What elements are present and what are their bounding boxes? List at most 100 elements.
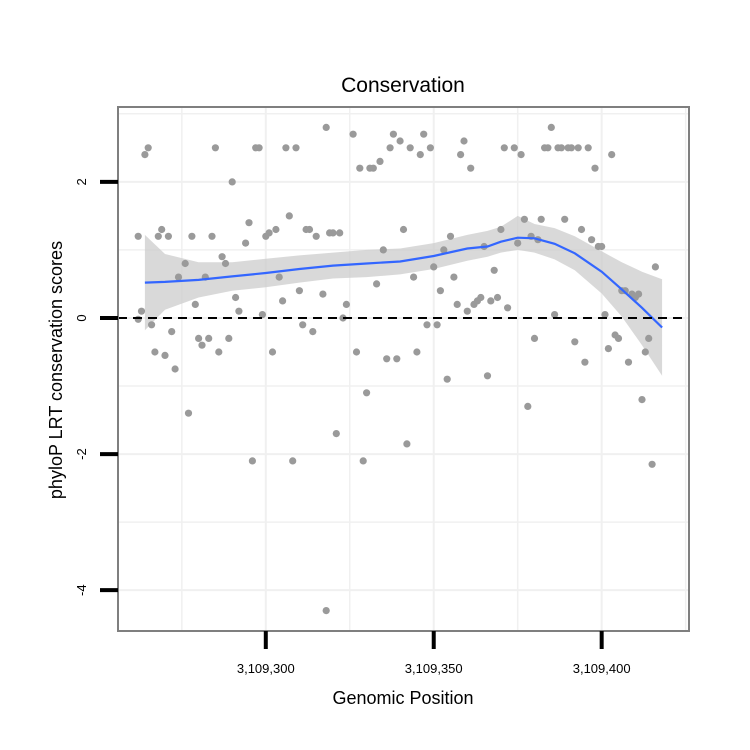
data-point (164, 232, 172, 240)
data-point (295, 287, 303, 295)
data-point (406, 144, 414, 152)
data-point (258, 311, 266, 319)
data-point (151, 348, 159, 356)
data-point (577, 225, 586, 234)
data-point (604, 345, 613, 353)
smoothed-trend-line (144, 236, 663, 329)
data-point (463, 307, 471, 315)
data-point (413, 348, 421, 356)
data-point (614, 334, 623, 342)
data-point (319, 290, 327, 298)
trend-line (144, 236, 663, 329)
data-point (205, 334, 213, 342)
data-point (134, 232, 142, 240)
data-point (218, 253, 226, 261)
data-point (137, 307, 146, 315)
data-point (245, 219, 253, 227)
data-point (426, 144, 434, 152)
data-point (410, 273, 418, 281)
data-point (363, 389, 371, 397)
data-point (299, 321, 307, 329)
data-point (641, 348, 649, 356)
data-point (161, 351, 169, 359)
data-point (279, 297, 287, 305)
data-point (453, 300, 461, 308)
data-point (379, 246, 387, 254)
data-point (621, 287, 629, 295)
data-point (154, 232, 162, 240)
data-point (292, 144, 300, 152)
data-point (174, 273, 183, 281)
data-point (430, 263, 438, 271)
x-tick-label: 3,109,400 (573, 661, 631, 676)
data-point (500, 144, 508, 152)
data-point (420, 130, 428, 138)
x-tick-label: 3,109,300 (237, 661, 295, 676)
data-point (141, 151, 149, 159)
scatter-points (134, 123, 660, 615)
data-point (584, 144, 592, 152)
data-point (524, 402, 532, 410)
data-point (329, 229, 337, 237)
data-point (635, 290, 643, 298)
data-point (386, 144, 394, 152)
plot-panel-border (117, 106, 690, 632)
data-point (383, 355, 391, 363)
data-point (208, 232, 216, 240)
chart-title: Conservation (341, 74, 465, 97)
data-point (601, 311, 609, 319)
data-point (268, 348, 277, 356)
data-point (423, 321, 431, 329)
data-point (648, 460, 656, 468)
data-point (460, 137, 468, 145)
data-point (171, 365, 179, 373)
data-point (248, 457, 256, 465)
data-point (134, 315, 142, 323)
data-point (184, 409, 193, 417)
data-point (403, 440, 411, 448)
x-axis-ticks: 3,109,300 3,109,350 3,109,400 (237, 631, 631, 676)
data-point (195, 334, 203, 342)
data-point (399, 225, 408, 234)
data-point (168, 328, 176, 336)
data-point (228, 178, 236, 186)
y-tick-label: -2 (74, 448, 89, 460)
data-point (504, 304, 512, 312)
data-point (477, 293, 485, 302)
data-point (490, 266, 498, 274)
data-point (376, 157, 384, 165)
data-point (289, 457, 297, 465)
data-point (544, 144, 552, 152)
data-point (312, 232, 320, 240)
data-point (440, 246, 448, 254)
data-point (342, 300, 350, 308)
data-point (561, 215, 569, 223)
data-point (144, 144, 152, 152)
data-point (158, 225, 166, 234)
data-point (305, 225, 314, 234)
data-point (530, 334, 539, 342)
data-point (211, 144, 219, 152)
data-point (359, 457, 367, 465)
data-point (369, 164, 377, 172)
data-point (574, 144, 582, 152)
y-tick-label: 0 (74, 314, 89, 321)
data-point (322, 123, 330, 131)
data-point (332, 430, 340, 438)
data-point (510, 144, 518, 152)
x-axis-title: Genomic Position (332, 688, 473, 708)
data-point (436, 287, 444, 295)
data-point (235, 307, 243, 315)
data-point (608, 151, 616, 159)
data-point (520, 215, 529, 223)
data-point (547, 123, 555, 131)
data-point (517, 151, 525, 159)
data-point (191, 300, 199, 308)
y-axis-title: phyloP LRT conservation scores (46, 241, 66, 499)
data-point (275, 273, 283, 281)
data-point (349, 130, 357, 138)
data-point (389, 130, 397, 138)
data-point (497, 225, 505, 234)
y-axis-ticks: 2 0 -2 -4 (74, 178, 118, 596)
